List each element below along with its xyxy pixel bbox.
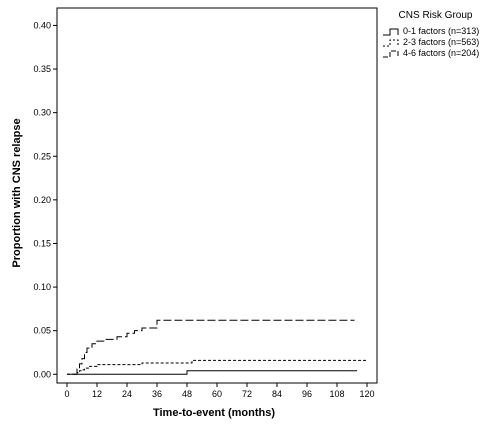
y-tick-label: 0.05 bbox=[33, 326, 51, 336]
x-tick-label: 12 bbox=[92, 389, 102, 399]
series-line-3 bbox=[74, 319, 355, 375]
legend-swatch-short-dash-icon bbox=[383, 39, 399, 46]
y-tick-label: 0.35 bbox=[33, 64, 51, 74]
x-tick-label: 36 bbox=[152, 389, 162, 399]
y-tick-label: 0.10 bbox=[33, 282, 51, 292]
y-tick-label: 0.00 bbox=[33, 369, 51, 379]
y-tick-label: 0.40 bbox=[33, 20, 51, 30]
series-line-1 bbox=[67, 370, 357, 375]
y-tick-label: 0.25 bbox=[33, 151, 51, 161]
legend-label: 0-1 factors (n=313) bbox=[403, 25, 480, 36]
x-tick-label: 120 bbox=[359, 389, 374, 399]
legend-item-4-6-factors: 4-6 factors (n=204) bbox=[383, 47, 498, 58]
series-line-2 bbox=[67, 359, 367, 375]
axes: 0 12 24 36 48 60 72 84 96 108 120 0.00 0.05 0.10 0.15 0… bbox=[33, 7, 378, 399]
x-tick-label: 48 bbox=[182, 389, 192, 399]
x-tick-label: 24 bbox=[122, 389, 132, 399]
x-tick-label: 84 bbox=[272, 389, 282, 399]
y-axis-title: Proportion with CNS relapse bbox=[11, 118, 23, 267]
legend-swatch-long-dash-icon bbox=[383, 50, 399, 57]
legend: CNS Risk Group 0-1 factors (n=313) 2-3 f… bbox=[383, 10, 498, 58]
x-tick-label: 0 bbox=[64, 389, 69, 399]
legend-label: 2-3 factors (n=563) bbox=[403, 36, 480, 47]
x-tick-label: 60 bbox=[212, 389, 222, 399]
y-tick-label: 0.20 bbox=[33, 195, 51, 205]
legend-item-0-1-factors: 0-1 factors (n=313) bbox=[383, 25, 498, 36]
x-axis-title: Time-to-event (months) bbox=[153, 407, 275, 419]
x-tick-label: 72 bbox=[242, 389, 252, 399]
y-tick-label: 0.30 bbox=[33, 108, 51, 118]
y-tick-label: 0.15 bbox=[33, 238, 51, 248]
series-layer bbox=[67, 319, 367, 375]
legend-swatch-solid-icon bbox=[383, 28, 399, 35]
plot-frame bbox=[56, 7, 378, 384]
x-tick-label: 96 bbox=[302, 389, 312, 399]
x-tick-label: 108 bbox=[329, 389, 344, 399]
legend-label: 4-6 factors (n=204) bbox=[403, 47, 480, 58]
legend-item-2-3-factors: 2-3 factors (n=563) bbox=[383, 36, 498, 47]
legend-title: CNS Risk Group bbox=[398, 10, 473, 21]
